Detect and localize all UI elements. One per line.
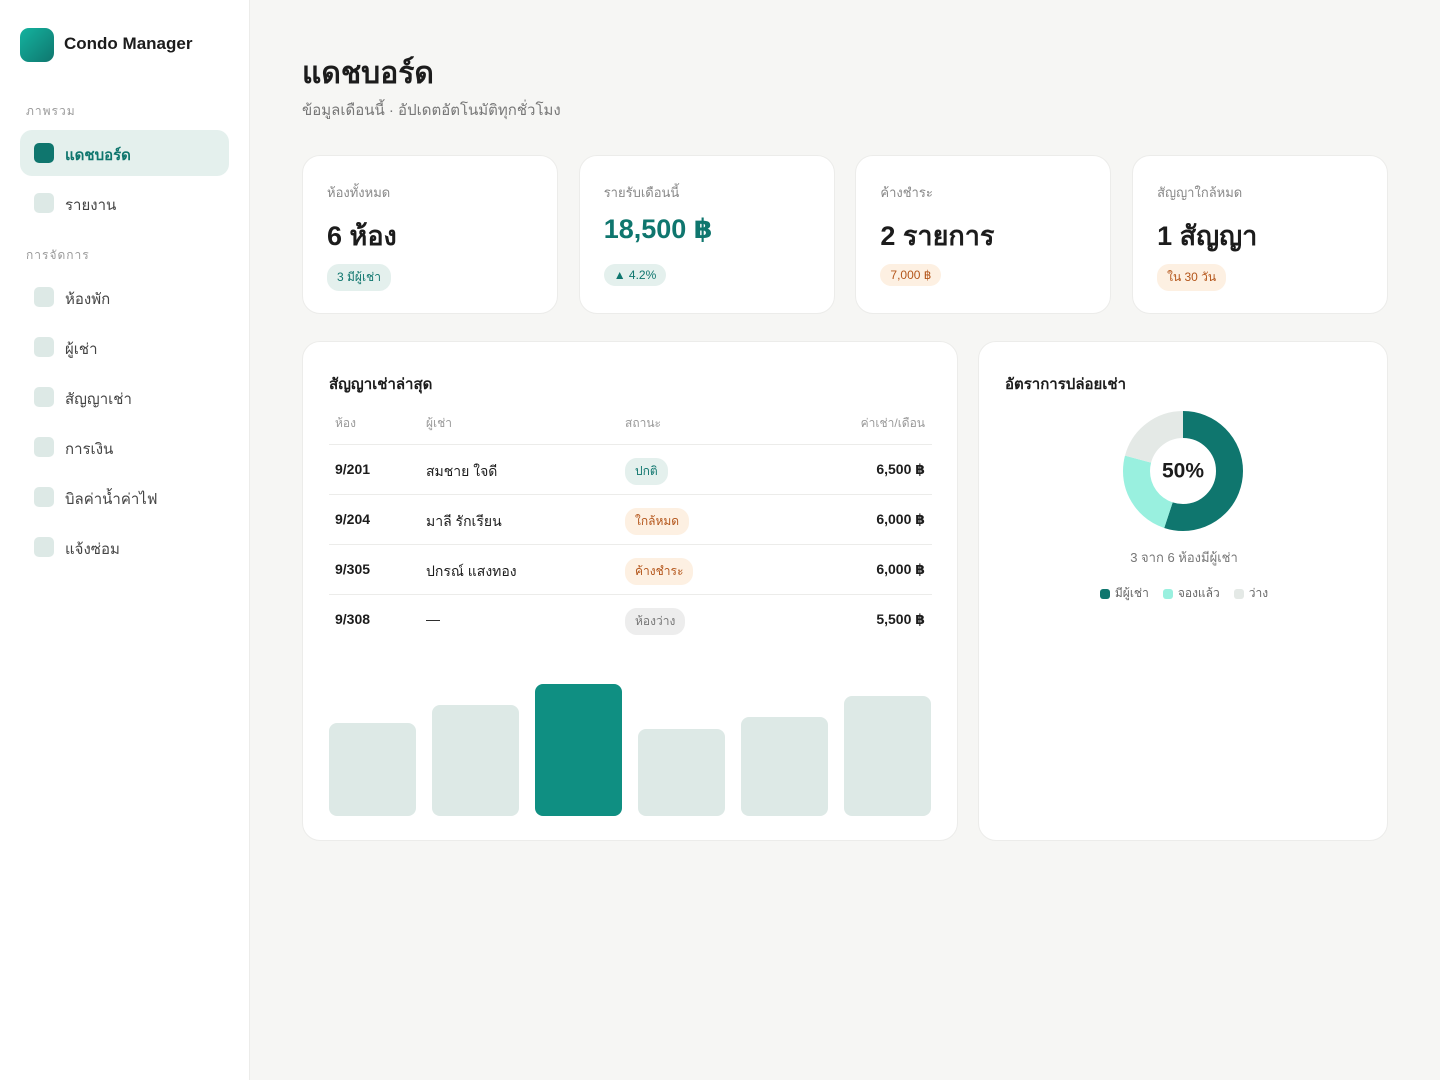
nav-icon	[34, 287, 54, 307]
stat-badge: 7,000 ฿	[880, 264, 942, 286]
table-card: สัญญาเช่าล่าสุดห้อง ผู้เช่า สถานะ ค่าเช่า/เ…	[302, 341, 958, 841]
legend-label: จองแล้ว	[1177, 586, 1220, 600]
tenant-cell: —	[426, 611, 440, 627]
tenant-cell: ปกรณ์ แสงทอง	[426, 563, 517, 579]
nav-label: การเงิน	[65, 441, 114, 458]
stat-card: สัญญาใกล้หมด 1 สัญญาใน 30 วัน	[1132, 155, 1389, 314]
bar	[329, 723, 416, 816]
legend: มีผู้เช่า จองแล้ว ว่าง	[979, 584, 1389, 603]
nav-icon	[34, 537, 54, 557]
stat-label: สัญญาใกล้หมด	[1157, 185, 1243, 200]
legend-item: ว่าง	[1233, 584, 1269, 603]
legend-label: ว่าง	[1248, 586, 1269, 600]
room-cell: 9/305	[335, 561, 371, 577]
status-badge: ปกติ	[625, 458, 668, 485]
nav-label: รายงาน	[65, 197, 117, 214]
status-badge: ห้องว่าง	[625, 608, 686, 635]
column-header: ผู้เช่า	[426, 416, 453, 430]
stat-card: รายรับเดือนนี้ 18,500 ฿ ▲ 4.2%	[578, 155, 835, 314]
logo-icon	[20, 28, 54, 62]
nav-icon	[34, 387, 54, 407]
nav-label: สัญญาเช่า	[65, 391, 132, 408]
legend-label: มีผู้เช่า	[1114, 586, 1149, 600]
nav-item[interactable]: บิลค่าน้ำค่าไฟ	[20, 474, 229, 520]
stat-badge: ใน 30 วัน	[1157, 264, 1227, 291]
donut-segment	[1123, 411, 1243, 531]
card-title: สัญญาเช่าล่าสุด	[329, 376, 433, 393]
donut-caption: 3 จาก 6 ห้องมีผู้เช่า	[1130, 550, 1238, 565]
bar	[432, 705, 519, 816]
nav-label: บิลค่าน้ำค่าไฟ	[65, 491, 158, 508]
row-separator	[329, 444, 932, 445]
bar	[535, 684, 622, 816]
room-cell: 9/204	[335, 511, 371, 527]
nav-icon	[34, 487, 54, 507]
row-separator	[329, 544, 932, 545]
status-badge: ค้างชำระ	[625, 558, 694, 585]
stat-label: รายรับเดือนนี้	[603, 185, 680, 200]
column-header: สถานะ	[625, 416, 661, 430]
nav-item[interactable]: ผู้เช่า	[20, 324, 229, 370]
stat-card: ห้องทั้งหมด 6 ห้อง 3 มีผู้เช่า	[302, 155, 558, 314]
stat-value: 18,500 ฿	[603, 214, 713, 244]
page-title: แดชบอร์ด	[302, 57, 434, 90]
room-cell: 9/308	[335, 611, 371, 627]
donut-chart: 50%	[1123, 411, 1243, 531]
bar	[844, 696, 931, 816]
legend-item: มีผู้เช่า	[1099, 584, 1149, 603]
nav-item[interactable]: ห้องพัก	[20, 274, 229, 320]
status-badge: ใกล้หมด	[625, 508, 690, 535]
nav-item[interactable]: สัญญาเช่า	[20, 374, 229, 420]
page-subtitle: ข้อมูลเดือนนี้ · อัปเดตอัตโนมัติทุกชั่วโ…	[302, 102, 561, 119]
rent-cell: 6,000 ฿	[876, 561, 925, 577]
nav-icon	[34, 143, 54, 163]
stat-card: ค้างชำระ 2 รายการ 7,000 ฿	[855, 155, 1112, 314]
brand-name: Condo Manager	[64, 34, 193, 53]
nav-item[interactable]: การเงิน	[20, 424, 229, 470]
nav-label: ผู้เช่า	[65, 341, 98, 358]
column-header: ห้อง	[335, 416, 356, 430]
nav-icon	[34, 437, 54, 457]
occupancy-card: อัตราการปล่อยเช่า 50% 3 จาก 6 ห้องมีผู้เช่…	[978, 341, 1388, 841]
nav-icon	[34, 193, 54, 213]
section-title: ภาพรวม	[26, 104, 76, 118]
stat-badge: ▲ 4.2%	[603, 264, 667, 286]
nav-item[interactable]: แดชบอร์ด	[20, 130, 229, 176]
nav-item[interactable]: แจ้งซ่อม	[20, 524, 229, 570]
legend-swatch	[1099, 588, 1110, 599]
card-title: อัตราการปล่อยเช่า	[1005, 376, 1127, 393]
nav-label: แดชบอร์ด	[65, 147, 131, 164]
legend-swatch	[1233, 588, 1244, 599]
rent-cell: 6,000 ฿	[876, 511, 925, 527]
stat-label: ห้องทั้งหมด	[327, 185, 391, 200]
nav-label: ห้องพัก	[65, 291, 111, 308]
legend-swatch	[1162, 588, 1173, 599]
tenant-cell: สมชาย ใจดี	[426, 463, 498, 479]
stat-label: ค้างชำระ	[880, 185, 933, 200]
tenant-cell: มาลี รักเรียน	[426, 513, 502, 529]
bar-chart	[329, 684, 931, 816]
donut-segment	[1123, 411, 1243, 531]
stat-value: 2 รายการ	[880, 221, 995, 251]
stat-value: 1 สัญญา	[1157, 221, 1258, 251]
nav-item[interactable]: รายงาน	[20, 180, 229, 226]
column-header: ค่าเช่า/เดือน	[860, 416, 925, 430]
donut-center-label: 50%	[1162, 460, 1204, 483]
bar	[638, 729, 725, 816]
legend-item: จองแล้ว	[1162, 584, 1220, 603]
nav-icon	[34, 337, 54, 357]
sidebar: Condo Manager ภาพรวมแดชบอร์ดรายงานการจัดก…	[0, 0, 250, 1080]
room-cell: 9/201	[335, 461, 371, 477]
stat-badge: 3 มีผู้เช่า	[327, 264, 391, 291]
rent-cell: 6,500 ฿	[876, 461, 925, 477]
section-title: การจัดการ	[26, 248, 90, 262]
bar	[741, 717, 828, 816]
nav-label: แจ้งซ่อม	[65, 541, 120, 558]
stat-value: 6 ห้อง	[327, 221, 397, 251]
rent-cell: 5,500 ฿	[876, 611, 925, 627]
row-separator	[329, 494, 932, 495]
row-separator	[329, 594, 932, 595]
